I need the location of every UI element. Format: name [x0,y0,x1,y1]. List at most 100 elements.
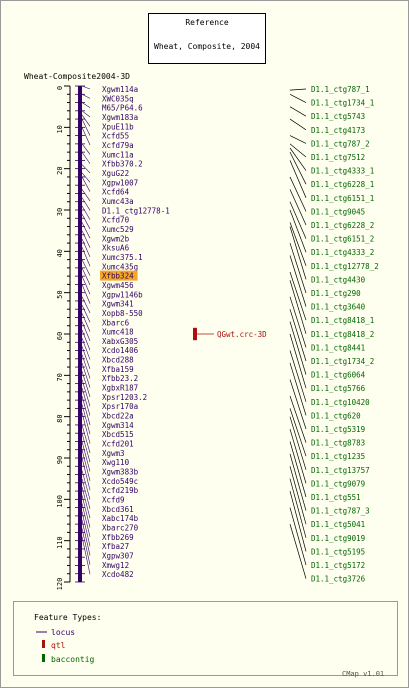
locus-connector [81,329,91,351]
contig-label[interactable]: D1.1_ctg6228_2 [311,221,374,230]
contig-label[interactable]: D1.1_ctg8418_2 [311,330,374,339]
contig-label[interactable]: D1.1_ctg1235 [311,452,365,461]
locus-label[interactable]: Xcfd70 [102,216,130,225]
contig-label[interactable]: D1.1_ctg9079 [311,479,365,488]
locus-label[interactable]: Xbcd515 [102,430,134,439]
contig-label[interactable]: D1.1_ctg6151_1 [311,194,374,203]
locus-label[interactable]: Xpsr170a [102,402,138,411]
contig-label[interactable]: D1.1_ctg3640 [311,303,366,312]
contig-label[interactable]: D1.1_ctg787_3 [311,507,370,516]
contig-label[interactable]: D1.1_ctg12778_2 [311,262,379,271]
locus-connector [81,213,91,230]
locus-label[interactable]: Xgwm183a [102,113,138,122]
locus-label[interactable]: Xabc174b [102,514,139,523]
contig-label[interactable]: D1.1_ctg620 [311,411,361,420]
locus-label[interactable]: XguG22 [102,169,129,178]
locus-label[interactable]: Xcfd79a [102,141,134,150]
contig-label[interactable]: D1.1_ctg4173 [311,126,365,135]
locus-label[interactable]: Xcfd55 [102,132,129,141]
locus-label[interactable]: Xbcd361 [102,505,134,514]
contig-label[interactable]: D1.1_ctg9019 [311,534,365,543]
locus-label[interactable]: XpuE11b [102,122,134,131]
contig-label[interactable]: D1.1_ctg5041 [311,520,365,529]
locus-label[interactable]: Xcfd219b [102,486,139,495]
contig-label[interactable]: D1.1_ctg5743 [311,112,365,121]
locus-label[interactable]: Xopb8-550 [102,309,143,318]
locus-label[interactable]: Xfbb370.2 [102,160,143,169]
locus-label[interactable]: XgbxR187 [102,384,138,393]
locus-label[interactable]: Xwg110 [102,458,130,467]
locus-label[interactable]: XksuA6 [102,244,130,253]
locus-label[interactable]: Xumc375.1 [102,253,143,262]
contig-label[interactable]: D1.1_ctg5195 [311,547,365,556]
contig-label[interactable]: D1.1_ctg8783 [311,439,365,448]
contig-label[interactable]: D1.1_ctg787_1 [311,85,370,94]
locus-label[interactable]: Xcdo549c [102,477,138,486]
qtl-label[interactable]: QGwt.crc-3D [217,330,267,339]
contig-connector [289,160,307,198]
locus-label[interactable]: Xgpw1146b [102,290,143,299]
locus-label[interactable]: Xcfd64 [102,188,130,197]
locus-label[interactable]: Xfbb324 [102,272,134,281]
locus-connector [81,164,91,174]
locus-label[interactable]: Xmwg12 [102,561,129,570]
locus-label[interactable]: Xumc418 [102,328,134,337]
locus-label[interactable]: D1.1_ctg12778-1 [102,206,170,215]
chromosome-bar[interactable] [75,85,85,583]
contig-label[interactable]: D1.1_ctg8441 [311,343,365,352]
contig-label[interactable]: D1.1_ctg5319 [311,425,365,434]
contig-label[interactable]: D1.1_ctg290 [311,289,361,298]
locus-label[interactable]: Xgwm383b [102,468,139,477]
locus-label[interactable]: Xumc435g [102,262,138,271]
locus-label[interactable]: Xfbb269 [102,533,134,542]
locus-label[interactable]: Xbarc6 [102,318,130,327]
locus-label[interactable]: Xgwm3 [102,449,125,458]
locus-label[interactable]: Xumc43a [102,197,134,206]
contig-label[interactable]: D1.1_ctg5766 [311,384,366,393]
contig-label[interactable]: D1.1_ctg1734_1 [311,99,374,108]
locus-label[interactable]: Xbcd22a [102,412,134,421]
contig-label[interactable]: D1.1_ctg6064 [311,371,366,380]
scale-label: 0 [56,86,64,90]
locus-label[interactable]: Xfba27 [102,542,129,551]
locus-label[interactable]: Xgwm2b [102,234,130,243]
locus-label[interactable]: XWC035q [102,94,134,103]
contig-label[interactable]: D1.1_ctg6228_1 [311,180,374,189]
locus-label[interactable]: Xfbb23.2 [102,374,138,383]
locus-label[interactable]: Xumc11a [102,150,134,159]
contig-label[interactable]: D1.1_ctg5172 [311,561,365,570]
locus-label[interactable]: Xcfd9 [102,496,125,505]
locus-label[interactable]: Xgpw307 [102,552,134,561]
qtl-box[interactable] [193,327,197,341]
contig-label[interactable]: D1.1_ctg10420 [311,398,370,407]
contig-label[interactable]: D1.1_ctg4333_2 [311,248,374,257]
reference-box[interactable]: Reference Wheat, Composite, 2004 [148,13,266,64]
locus-label[interactable]: Xgwm456 [102,281,134,290]
locus-label[interactable]: Xumc529 [102,225,134,234]
locus-label[interactable]: Xbarc270 [102,524,139,533]
contig-label[interactable]: D1.1_ctg6151_2 [311,235,374,244]
contig-label[interactable]: D1.1_ctg13757 [311,466,370,475]
locus-label[interactable]: M65/P64.6 [102,104,143,113]
locus-label[interactable]: Xcdo482 [102,570,134,579]
locus-label[interactable]: Xpsr1203.2 [102,393,147,402]
locus-label[interactable]: Xbcd288 [102,356,134,365]
locus-label[interactable]: Xgwm114a [102,85,138,94]
locus-label[interactable]: Xfba159 [102,365,134,374]
locus-label[interactable]: Xgwm341 [102,300,134,309]
locus-label[interactable]: Xgpw1007 [102,178,138,187]
map-title[interactable]: Wheat-Composite2004-3D [24,72,130,81]
contig-label[interactable]: D1.1_ctg9045 [311,207,365,216]
contig-label[interactable]: D1.1_ctg787_2 [311,139,370,148]
locus-label[interactable]: XabxG305 [102,337,138,346]
locus-label[interactable]: Xgwm314 [102,421,134,430]
contig-label[interactable]: D1.1_ctg3726 [311,575,366,584]
contig-label[interactable]: D1.1_ctg4333_1 [311,167,374,176]
contig-label[interactable]: D1.1_ctg551 [311,493,361,502]
contig-label[interactable]: D1.1_ctg1734_2 [311,357,374,366]
contig-label[interactable]: D1.1_ctg8418_1 [311,316,374,325]
contig-label[interactable]: D1.1_ctg4430 [311,275,366,284]
contig-label[interactable]: D1.1_ctg7512 [311,153,365,162]
locus-label[interactable]: Xcdo1406 [102,346,139,355]
locus-label[interactable]: Xcfd201 [102,440,134,449]
